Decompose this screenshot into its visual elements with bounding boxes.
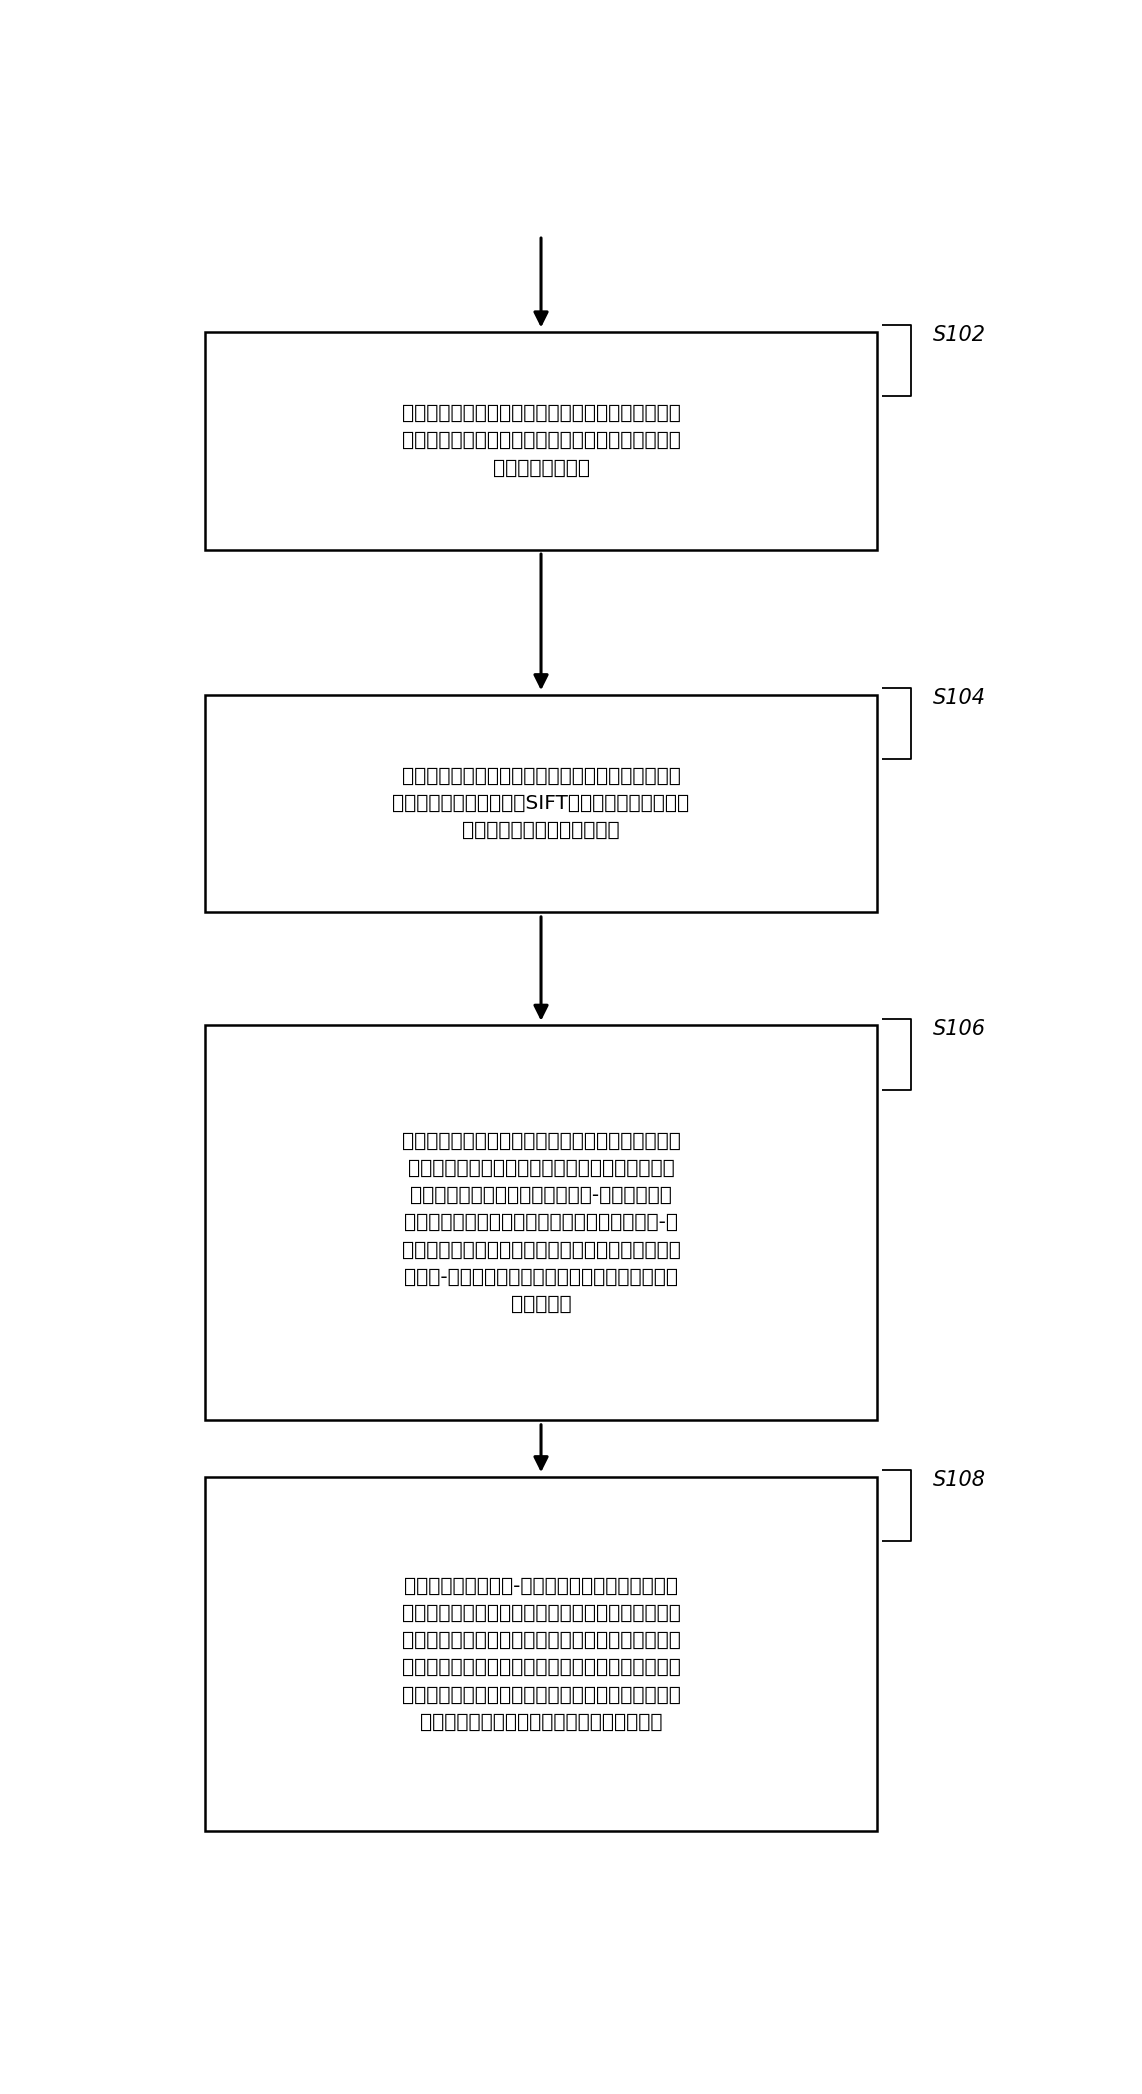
FancyBboxPatch shape xyxy=(204,1026,877,1420)
Text: S104: S104 xyxy=(933,689,986,708)
Text: 以过分割区域为多示例学习中的示例，以某个尺度上
图像为词袋，以过分割区域的特征矢量为示例的特
征，在每个尺度上构造一个多示例-多标记学习框
架，从而在多个尺度上: 以过分割区域为多示例学习中的示例，以某个尺度上 图像为词袋，以过分割区域的特征矢… xyxy=(402,1131,681,1315)
Text: 以每个尺度上过分割区域为单位对每一幅遥感图像提
取颜色特征、纹理特征、SIFT特征以及矩特征，以过
分割区域为单位构造特征向量: 以每个尺度上过分割区域为单位对每一幅遥感图像提 取颜色特征、纹理特征、SIFT特… xyxy=(393,766,690,840)
Text: S106: S106 xyxy=(933,1020,986,1039)
Text: S108: S108 xyxy=(933,1470,986,1491)
FancyBboxPatch shape xyxy=(204,333,877,549)
Text: 对高分辨率遥感像像进行多尺度分解，自低分辨率尺
度开始，每个尺度上的图像进行过分割，获取多个尺
度上的过分割区域: 对高分辨率遥感像像进行多尺度分解，自低分辨率尺 度开始，每个尺度上的图像进行过分… xyxy=(402,404,681,477)
FancyBboxPatch shape xyxy=(204,695,877,913)
FancyBboxPatch shape xyxy=(204,1476,877,1832)
Text: 利用已训练的多示例-多标记学习框架中的分类器，
自低尺度到高尺度为序，对测试数据首先在低尺度上
进行语义标注，并将标注的语义信息传递到高尺度，
在低尺度语义信息: 利用已训练的多示例-多标记学习框架中的分类器， 自低尺度到高尺度为序，对测试数据… xyxy=(402,1577,681,1732)
Text: S102: S102 xyxy=(933,325,986,346)
